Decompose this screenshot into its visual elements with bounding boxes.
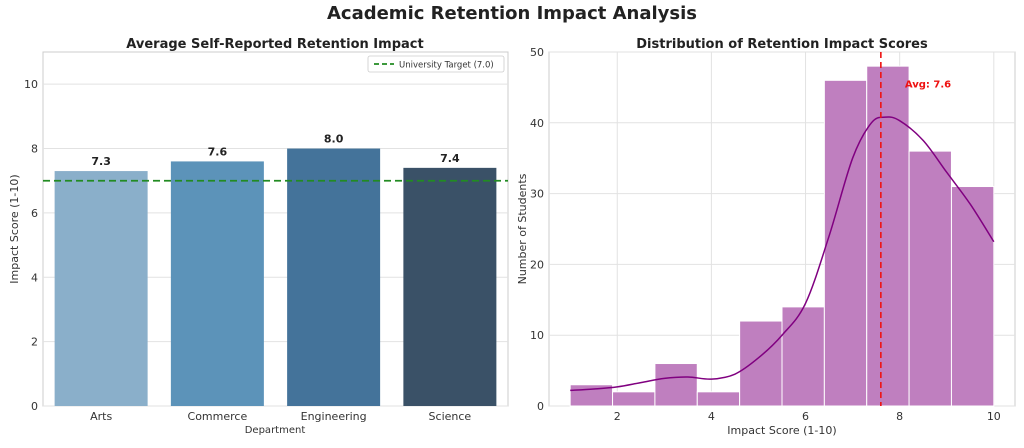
histogram-bin <box>908 150 952 407</box>
bar-commerce <box>170 161 264 406</box>
bar-chart-x-tick-label: Commerce <box>188 410 248 423</box>
bar-chart-y-axis-label: Impact Score (1-10) <box>8 174 21 283</box>
histogram-chart: Distribution of Retention Impact Scores … <box>516 37 1016 437</box>
bar-engineering <box>287 148 381 406</box>
bar-chart-y-tick-label: 4 <box>31 271 38 284</box>
bar-value-label-arts: 7.3 <box>91 155 111 168</box>
bar-chart-x-axis-label: Department <box>245 425 306 436</box>
legend-label-target: University Target (7.0) <box>399 61 494 71</box>
histogram-bin <box>654 363 698 407</box>
histogram-bin <box>612 391 656 407</box>
bar-chart-y-tick-label: 0 <box>31 400 38 413</box>
average-label: Avg: 7.6 <box>905 79 951 90</box>
legend-box <box>367 55 505 73</box>
histogram-bin <box>781 306 825 407</box>
histogram-y-tick-label: 10 <box>530 329 544 342</box>
bar-chart: Average Self-Reported Retention Impact 0… <box>8 37 509 436</box>
histogram-y-tick-label: 50 <box>530 46 544 59</box>
bar-chart-x-tick-label: Engineering <box>301 410 367 423</box>
histogram-y-tick-label: 0 <box>537 400 544 413</box>
bar-value-label-engineering: 8.0 <box>324 133 344 146</box>
bar-chart-y-tick-label: 10 <box>24 78 38 91</box>
histogram-y-tick-label: 40 <box>530 117 544 130</box>
histogram-y-tick-label: 20 <box>530 258 544 271</box>
histogram-x-tick-label: 10 <box>987 410 1001 423</box>
bar-chart-x-tick-label: Arts <box>90 410 112 423</box>
histogram-y-tick-label: 30 <box>530 188 544 201</box>
bar-arts <box>54 171 148 406</box>
page-title: Academic Retention Impact Analysis <box>326 3 698 24</box>
bar-science <box>403 167 497 406</box>
histogram-x-tick-label: 2 <box>614 410 621 423</box>
histogram-title: Distribution of Retention Impact Scores <box>636 37 928 52</box>
bar-chart-y-tick-label: 2 <box>31 336 38 349</box>
bar-chart-legend: University Target (7.0) <box>367 55 505 73</box>
histogram-y-axis-label: Number of Students <box>516 173 529 284</box>
histogram-bin <box>696 391 741 407</box>
bar-chart-title: Average Self-Reported Retention Impact <box>126 37 423 52</box>
bar-value-label-science: 7.4 <box>440 152 460 165</box>
histogram-bin <box>823 79 868 407</box>
histogram-x-axis-label: Impact Score (1-10) <box>727 424 836 437</box>
histogram-x-tick-label: 8 <box>896 410 903 423</box>
histogram-bin <box>950 186 995 407</box>
histogram-bin <box>739 320 783 407</box>
bar-chart-y-tick-label: 8 <box>31 143 38 156</box>
bar-chart-x-tick-label: Science <box>429 410 472 423</box>
bar-chart-y-tick-label: 6 <box>31 207 38 220</box>
bar-value-label-commerce: 7.6 <box>208 145 228 158</box>
histogram-x-tick-label: 6 <box>802 410 809 423</box>
kde-curve <box>570 116 995 392</box>
histogram-x-tick-label: 4 <box>708 410 715 423</box>
